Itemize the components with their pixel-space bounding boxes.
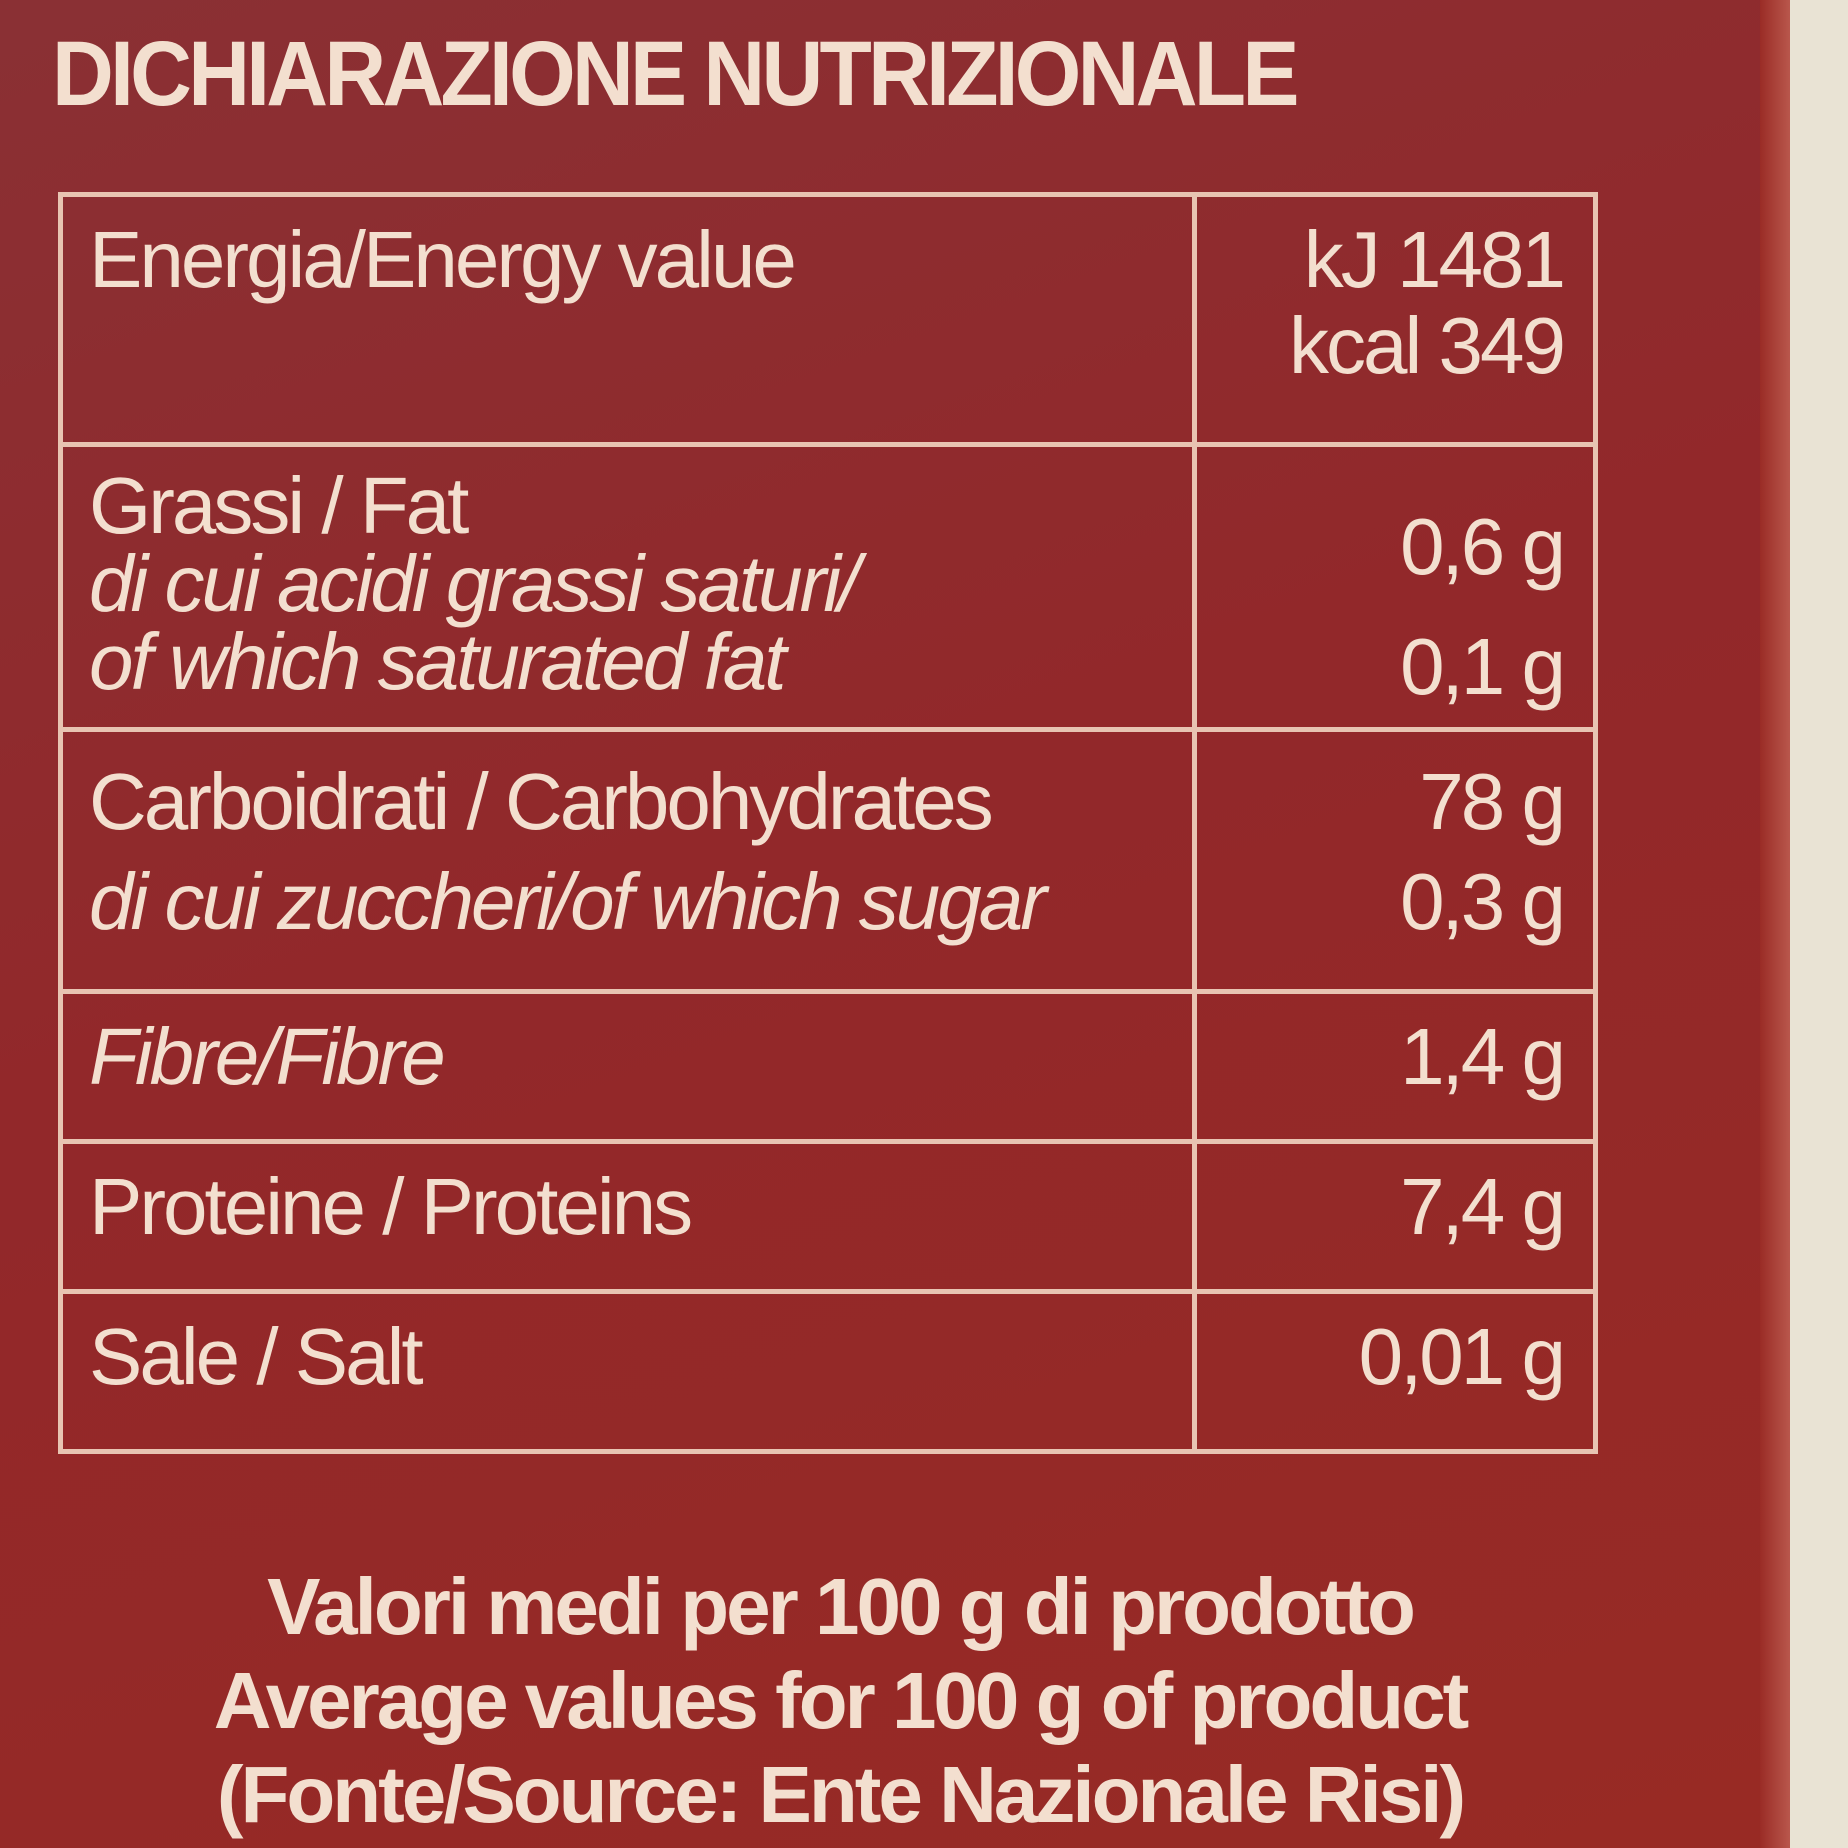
- row-value: 1,4 g: [1192, 989, 1598, 1144]
- row-label: Sale / Salt: [58, 1289, 1197, 1454]
- table-row: Grassi / Fat di cui acidi grassi saturi/o…: [58, 442, 1598, 732]
- row-label: Carboidrati / Carbohydrates di cui zucche…: [58, 727, 1197, 994]
- row-value: 7,4 g: [1192, 1139, 1598, 1294]
- table-row: Carboidrati / Carbohydrates di cui zucche…: [58, 727, 1598, 994]
- footer-note: Valori medi per 100 g di prodotto Averag…: [213, 1562, 1469, 1839]
- package-edge-shadow: [1760, 0, 1790, 1848]
- nutrition-table: Energia/Energy value kJ 1481 kcal 349 Gra…: [58, 192, 1598, 1454]
- row-label: Proteine / Proteins: [58, 1139, 1197, 1294]
- table-row: Fibre/Fibre 1,4 g: [58, 989, 1598, 1144]
- label-title: DICHIARAZIONE NUTRIZIONALE: [52, 23, 1299, 125]
- row-value: kJ 1481 kcal 349: [1192, 192, 1598, 447]
- table-row: Energia/Energy value kJ 1481 kcal 349: [58, 192, 1598, 447]
- row-label: Fibre/Fibre: [58, 989, 1197, 1144]
- row-value: 78 g 0,3 g: [1192, 727, 1598, 994]
- row-value: 0,01 g: [1192, 1289, 1598, 1454]
- row-label: Energia/Energy value: [58, 192, 1197, 447]
- table-row: Sale / Salt 0,01 g: [58, 1289, 1598, 1454]
- row-label: Grassi / Fat di cui acidi grassi saturi/o…: [58, 442, 1197, 732]
- table-row: Proteine / Proteins 7,4 g: [58, 1139, 1598, 1294]
- package-edge: [1790, 0, 1848, 1848]
- row-value: 0,6 g 0,1 g: [1192, 442, 1598, 732]
